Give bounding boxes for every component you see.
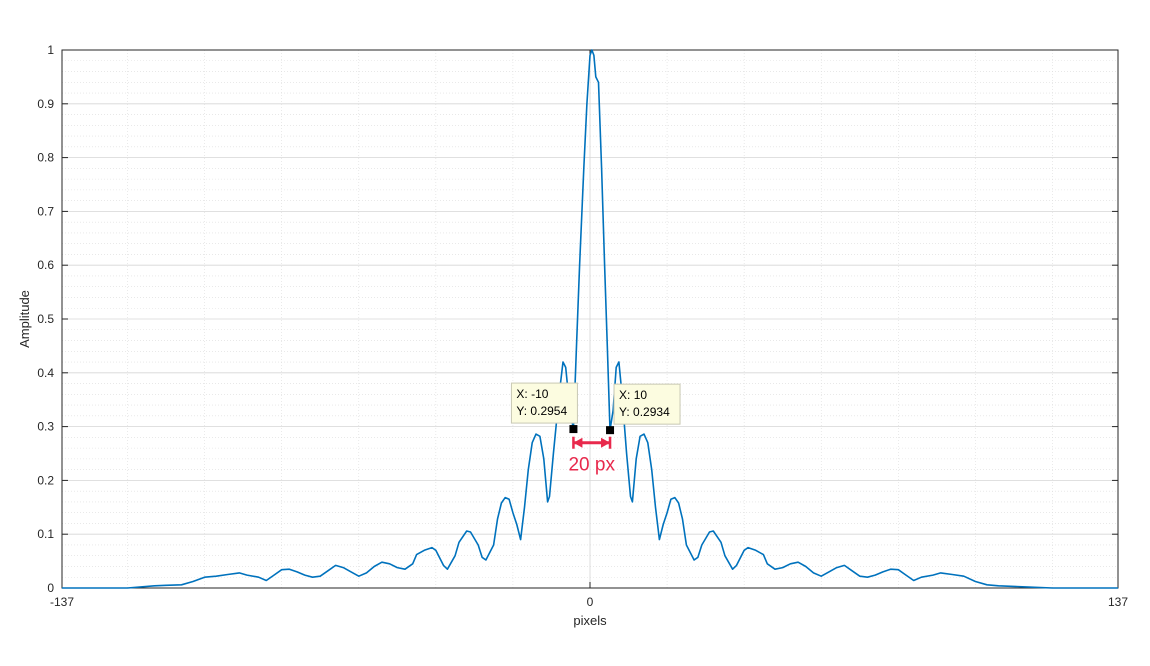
datatip-marker (606, 426, 615, 435)
y-tick-label: 0.8 (37, 151, 54, 165)
x-axis-title: pixels (573, 613, 607, 628)
y-tick-label: 0.9 (37, 97, 54, 111)
annotation-left-arrowhead (573, 437, 583, 448)
series-line (62, 49, 1118, 589)
datatip-box (613, 383, 681, 425)
y-axis-title: Amplitude (17, 290, 32, 348)
datatip-marker (569, 425, 578, 434)
y-tick-label: 0 (47, 581, 54, 595)
width-annotation: 20 px (568, 436, 615, 476)
datatip-y-label: Y: 0.2934 (619, 405, 670, 419)
datatip-y-label: Y: 0.2954 (516, 404, 567, 418)
y-tick-label: 0.3 (37, 420, 54, 434)
annotation-right-arrowhead (601, 437, 611, 448)
y-tick-label: 0.7 (37, 204, 54, 218)
y-tick-label: 1 (47, 43, 54, 57)
x-tick-label: 137 (1108, 595, 1128, 609)
x-tick-labels: -137 0 137 (50, 595, 1128, 609)
x-tick-label: -137 (50, 595, 74, 609)
major-gridlines (62, 50, 1118, 588)
x-tick-label: 0 (587, 595, 594, 609)
y-tick-labels: 0 0.1 0.2 0.3 0.4 0.5 0.6 0.7 0.8 0.9 1 (37, 43, 54, 595)
y-tick-label: 0.6 (37, 258, 54, 272)
y-tick-label: 0.2 (37, 473, 54, 487)
datatips: X: -10 Y: 0.2954 X: 10 Y: 0.2934 (510, 382, 681, 435)
y-tick-label: 0.1 (37, 527, 54, 541)
y-tick-label: 0.5 (37, 312, 54, 326)
annotation-label: 20 px (568, 455, 615, 476)
datatip-box (510, 382, 578, 424)
datatip-x-label: X: 10 (619, 388, 647, 402)
y-tick-label: 0.4 (37, 366, 54, 380)
datatip-x-label: X: -10 (516, 387, 548, 401)
